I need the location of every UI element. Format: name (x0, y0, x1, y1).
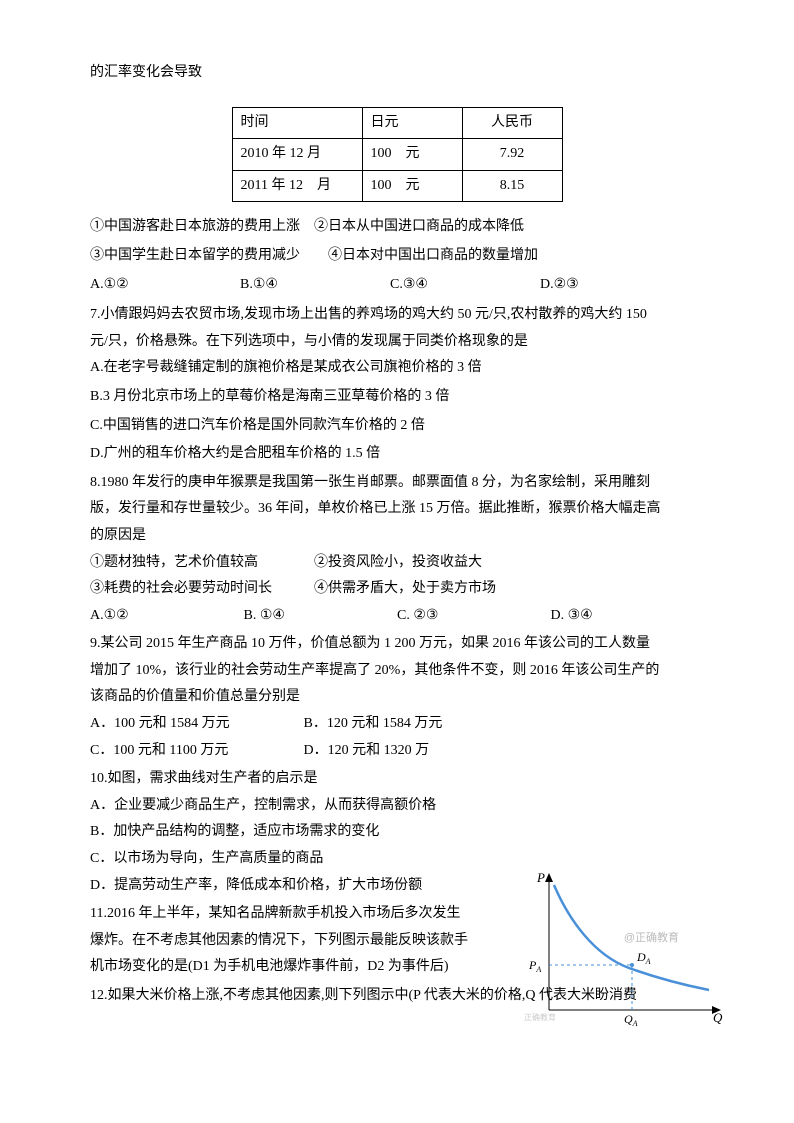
q7-stem: 元/只，价格悬殊。在下列选项中，与小倩的发现属于同类价格现象的是 (90, 329, 704, 356)
watermark-text: @正确教育 (624, 928, 679, 949)
option-b: B.3 月份北京市场上的草莓价格是海南三亚草莓价格的 3 倍 (90, 384, 704, 411)
q6-options: A.①② B.①④ C.③④ D.②③ (90, 272, 704, 299)
option-d: D．提高劳动生产率，降低成本和价格，扩大市场份额 (90, 873, 470, 900)
statement-line: ①中国游客赴日本旅游的费用上涨 ②日本从中国进口商品的成本降低 (90, 214, 704, 241)
intro-text: 的汇率变化会导致 (90, 60, 704, 87)
table-cell: 100 元 (362, 139, 462, 171)
q10-stem: 10.如图，需求曲线对生产者的启示是 (90, 766, 470, 793)
q9: 9.某公司 2015 年生产商品 10 万件，价值总额为 1 200 万元，如果… (90, 631, 704, 764)
q7: 7.小倩跟妈妈去农贸市场,发现市场上出售的养鸡场的鸡大约 50 元/只,农村散养… (90, 302, 704, 468)
statement-line: ③中国学生赴日本留学的费用减少 ④日本对中国出口商品的数量增加 (90, 243, 704, 270)
table-row: 2011 年 12 月 100 元 8.15 (232, 170, 562, 202)
q8-stem: 版，发行量和存世量较少。36 年间，单枚价格已上涨 15 万倍。据此推断，猴票价… (90, 496, 704, 523)
table-header-row: 时间 日元 人民币 (232, 107, 562, 139)
exchange-rate-table-wrap: 时间 日元 人民币 2010 年 12 月 100 元 7.92 2011 年 … (90, 107, 704, 203)
option-d: D.广州的租车价格大约是合肥租车价格的 1.5 倍 (90, 441, 704, 468)
option-a: A.在老字号裁缝铺定制的旗袍价格是某成衣公司旗袍价格的 3 倍 (90, 355, 704, 382)
option-d: D. ③④ (551, 603, 705, 630)
option-a: A.①② (90, 603, 244, 630)
table-row: 2010 年 12 月 100 元 7.92 (232, 139, 562, 171)
statement-line: ①题材独特，艺术价值较高 ②投资风险小，投资收益大 (90, 550, 704, 577)
chart-svg: P Q PA DA QA 正确教育 (524, 870, 724, 1030)
table-header-cell: 日元 (362, 107, 462, 139)
table-header-cell: 时间 (232, 107, 362, 139)
y-label: P (536, 870, 545, 885)
exchange-rate-table: 时间 日元 人民币 2010 年 12 月 100 元 7.92 2011 年 … (232, 107, 563, 203)
q9-stem: 该商品的价值量和价值总量分别是 (90, 684, 704, 711)
table-cell: 2010 年 12 月 (232, 139, 362, 171)
option-a: A．企业要减少商品生产，控制需求，从而获得高额价格 (90, 793, 470, 820)
qa-label: QA (624, 1012, 638, 1028)
option-b: B．120 元和 1584 万元 (304, 711, 443, 738)
q11-stem: 11.2016 年上半年，某知名品牌新款手机投入市场后多次发生 (90, 901, 470, 928)
table-cell: 7.92 (462, 139, 562, 171)
table-cell: 8.15 (462, 170, 562, 202)
option-b: B．加快产品结构的调整，适应市场需求的变化 (90, 819, 470, 846)
q7-stem: 7.小倩跟妈妈去农贸市场,发现市场上出售的养鸡场的鸡大约 50 元/只,农村散养… (90, 302, 704, 329)
demand-curve-chart: P Q PA DA QA 正确教育 (524, 870, 724, 1030)
table-cell: 100 元 (362, 170, 462, 202)
option-a: A．100 元和 1584 万元 (90, 711, 300, 738)
x-label: Q (713, 1010, 723, 1025)
option-c: C.③④ (390, 272, 540, 299)
q8: 8.1980 年发行的庚申年猴票是我国第一张生肖邮票。邮票面值 8 分，为名家绘… (90, 470, 704, 630)
q8-options: A.①② B. ①④ C. ②③ D. ③④ (90, 603, 704, 630)
option-c: C. ②③ (397, 603, 551, 630)
point-da (630, 963, 634, 967)
option-c: C.中国销售的进口汽车价格是国外同款汽车价格的 2 倍 (90, 413, 704, 440)
y-axis-arrow-icon (545, 873, 553, 882)
option-d: D．120 元和 1320 万 (304, 738, 430, 765)
pa-label: PA (528, 958, 541, 974)
q9-stem: 9.某公司 2015 年生产商品 10 万件，价值总额为 1 200 万元，如果… (90, 631, 704, 658)
option-b: B.①④ (240, 272, 390, 299)
q9-stem: 增加了 10%，该行业的社会劳动生产率提高了 20%，其他条件不变，则 2016… (90, 658, 704, 685)
origin-watermark: 正确教育 (524, 1012, 556, 1022)
option-c: C．100 元和 1100 万元 (90, 738, 300, 765)
q8-stem: 8.1980 年发行的庚申年猴票是我国第一张生肖邮票。邮票面值 8 分，为名家绘… (90, 470, 704, 497)
q11: 11.2016 年上半年，某知名品牌新款手机投入市场后多次发生 爆炸。在不考虑其… (90, 901, 470, 981)
q11-stem: 机市场变化的是(D1 为手机电池爆炸事件前，D2 为事件后) (90, 954, 470, 981)
option-d: D.②③ (540, 272, 690, 299)
option-c: C．以市场为导向，生产高质量的商品 (90, 846, 470, 873)
table-cell: 2011 年 12 月 (232, 170, 362, 202)
q8-stem: 的原因是 (90, 523, 704, 550)
option-a: A.①② (90, 272, 240, 299)
table-header-cell: 人民币 (462, 107, 562, 139)
da-label: DA (636, 950, 651, 966)
option-b: B. ①④ (244, 603, 398, 630)
statement-line: ③耗费的社会必要劳动时间长 ④供需矛盾大，处于卖方市场 (90, 576, 704, 603)
q11-stem: 爆炸。在不考虑其他因素的情况下，下列图示最能反映该款手 (90, 928, 470, 955)
q6-statements: ①中国游客赴日本旅游的费用上涨 ②日本从中国进口商品的成本降低 ③中国学生赴日本… (90, 214, 704, 269)
